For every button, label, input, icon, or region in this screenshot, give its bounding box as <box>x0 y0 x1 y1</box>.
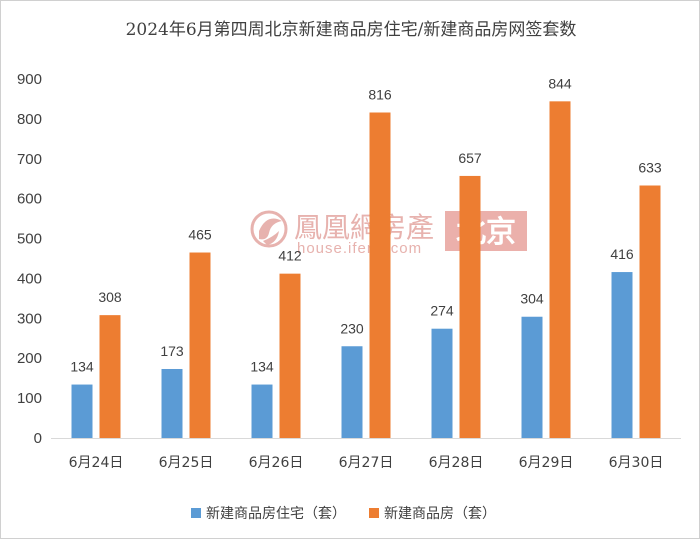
bar-commercial <box>549 101 571 439</box>
x-tick-label: 6月27日 <box>339 455 394 471</box>
chart-title: 2024年6月第四周北京新建商品房住宅/新建商品房网签套数 <box>126 20 577 40</box>
data-label: 465 <box>188 227 212 243</box>
legend-swatch <box>191 508 201 518</box>
y-tick-label: 300 <box>17 310 42 327</box>
legend-label: 新建商品房（套） <box>384 506 496 522</box>
x-tick-label: 6月25日 <box>159 455 214 471</box>
bar-residential <box>431 328 453 438</box>
x-axis: 6月24日 6月25日 6月26日 6月27日 6月28日 6月29日 6月30日 <box>51 438 681 471</box>
bar-residential <box>611 272 633 438</box>
data-label: 230 <box>340 320 364 336</box>
bar-residential <box>341 346 363 438</box>
x-tick-label: 6月24日 <box>69 455 124 471</box>
legend-label: 新建商品房住宅（套） <box>206 506 346 522</box>
x-tick-label: 6月30日 <box>609 455 664 471</box>
bar-commercial <box>99 315 121 438</box>
bar-commercial <box>279 273 301 438</box>
data-label: 816 <box>368 87 392 103</box>
y-tick-label: 500 <box>17 231 42 248</box>
x-tick-label: 6月29日 <box>519 455 574 471</box>
data-label: 304 <box>520 291 544 307</box>
bar-residential <box>71 384 93 438</box>
legend-swatch <box>369 508 379 518</box>
data-label: 844 <box>548 75 572 91</box>
watermark-city-badge <box>445 211 527 251</box>
bar-commercial <box>639 185 661 438</box>
y-tick-label: 200 <box>17 350 42 367</box>
y-tick-label: 400 <box>17 270 42 287</box>
data-label: 657 <box>458 150 482 166</box>
watermark-url: house.ifeng.com <box>297 240 422 257</box>
y-axis: 0 100 200 300 400 500 600 700 800 900 <box>17 71 42 447</box>
x-tick-label: 6月26日 <box>249 455 304 471</box>
data-label: 633 <box>638 160 662 176</box>
legend: 新建商品房住宅（套） 新建商品房（套） <box>191 506 496 522</box>
bar-residential <box>521 316 543 438</box>
ifeng-phoenix-logo-icon <box>250 210 288 248</box>
bar-commercial <box>459 175 481 438</box>
y-tick-label: 600 <box>17 191 42 208</box>
data-label: 412 <box>278 248 302 264</box>
data-label: 173 <box>160 343 184 359</box>
bar-commercial <box>369 112 391 439</box>
y-tick-label: 100 <box>17 390 42 407</box>
y-tick-label: 700 <box>17 151 42 168</box>
bar-residential <box>161 368 183 438</box>
data-label: 274 <box>430 303 454 319</box>
y-tick-label: 900 <box>17 71 42 88</box>
data-label: 134 <box>70 359 94 375</box>
x-tick-label: 6月28日 <box>429 455 484 471</box>
bars: 134 308 173 465 134 412 230 816 274 657 304 844 416 6… <box>70 75 662 439</box>
bar-commercial <box>189 252 211 438</box>
y-tick-label: 800 <box>17 111 42 128</box>
data-label: 416 <box>610 246 634 262</box>
data-label: 308 <box>98 289 122 305</box>
watermark-brand: 鳳凰網房產 <box>294 211 434 244</box>
data-label: 134 <box>250 359 274 375</box>
y-tick-label: 0 <box>34 430 42 447</box>
bar-residential <box>251 384 273 438</box>
